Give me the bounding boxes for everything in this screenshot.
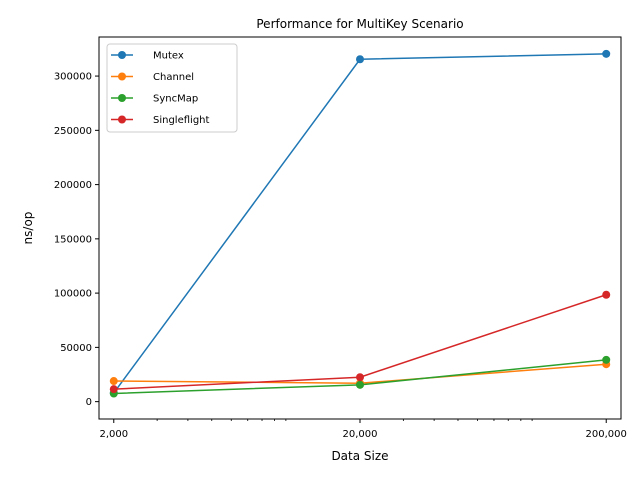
x-tick-label: 2,000	[99, 429, 128, 440]
y-tick-label: 250000	[54, 126, 92, 137]
data-point-mutex	[602, 49, 611, 58]
legend-marker-singleflight	[118, 115, 126, 124]
y-axis-label: ns/op	[21, 212, 35, 245]
axes: 0 50000 100000 150000 200000 250000 300000 2,00…	[54, 72, 627, 440]
y-tick-label: 300000	[54, 72, 92, 83]
legend: Mutex Channel SyncMap Singleflight	[106, 43, 238, 133]
data-point-syncmap	[602, 355, 611, 364]
y-tick-label: 100000	[54, 289, 92, 300]
legend-marker-mutex	[118, 51, 126, 59]
y-tick-label: 200000	[54, 180, 92, 191]
y-tick-label: 50000	[60, 343, 92, 354]
data-point-singleflight	[602, 290, 611, 299]
series-group	[109, 49, 611, 398]
legend-box	[106, 43, 238, 133]
data-point-mutex	[356, 55, 364, 64]
data-point-channel	[109, 377, 118, 386]
legend-marker-syncmap	[118, 94, 126, 102]
x-tick-label: 200,000	[586, 429, 627, 440]
y-tick-label: 0	[86, 397, 92, 408]
plot-frame	[98, 36, 622, 420]
x-axis-label: Data Size	[331, 449, 388, 463]
legend-label-mutex: Mutex	[153, 51, 184, 62]
y-tick-label: 150000	[54, 234, 92, 245]
chart-title: Performance for MultiKey Scenario	[256, 17, 463, 31]
data-point-syncmap	[356, 380, 364, 389]
x-tick-label: 20,000	[343, 429, 378, 440]
legend-label-channel: Channel	[153, 72, 194, 83]
data-point-singleflight	[109, 385, 118, 394]
data-point-singleflight	[356, 373, 364, 382]
legend-label-singleflight: Singleflight	[153, 115, 210, 126]
legend-label-syncmap: SyncMap	[153, 94, 198, 105]
legend-marker-channel	[118, 72, 126, 81]
